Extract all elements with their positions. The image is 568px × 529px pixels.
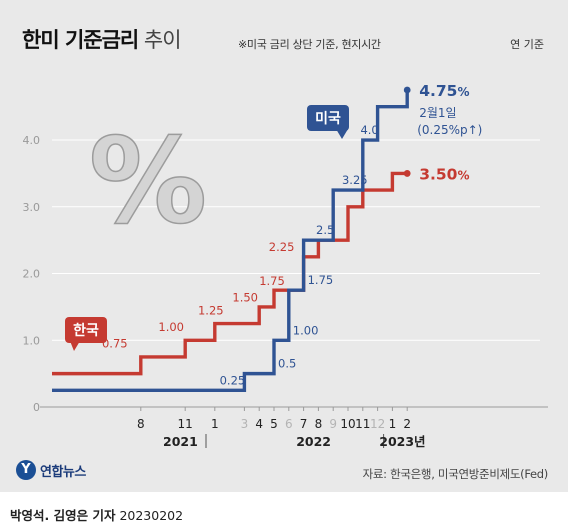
data-label: 0.5	[278, 357, 296, 371]
x-tick-label: 3	[241, 417, 249, 431]
year-label: 2021	[163, 434, 198, 449]
series-end-marker	[403, 170, 411, 177]
us-end-note-change: (0.25%p↑)	[417, 123, 482, 137]
series-badge-tail	[336, 129, 348, 139]
x-tick-label: 1	[389, 417, 397, 431]
data-label: 1.25	[198, 303, 224, 317]
x-tick-label: 8	[315, 417, 323, 431]
series	[52, 86, 411, 393]
series-badge-box	[65, 317, 107, 343]
year-label: 2022	[296, 434, 331, 449]
korea-end-value: 3.50%	[419, 165, 469, 183]
x-tick-label: 6	[285, 417, 293, 431]
series-badge-label: 미국	[315, 111, 341, 127]
source-text: 자료: 한국은행, 미국연방준비제도(Fed)	[362, 467, 549, 481]
y-tick-label: 4.0	[23, 134, 41, 147]
x-tick-label: 12	[370, 417, 385, 431]
unit-label: 연 기준	[510, 38, 544, 51]
year-label: 2023년	[379, 434, 425, 449]
y-tick-label: 1.0	[23, 334, 41, 347]
series-end-marker	[403, 86, 411, 94]
data-label: 2.5	[316, 223, 334, 237]
byline-author: 박영석. 김영은 기자	[10, 508, 116, 523]
yonhap-logo: Y 연합뉴스	[16, 460, 86, 480]
data-label: 2.25	[269, 240, 295, 254]
logo-text: 연합뉴스	[40, 464, 86, 480]
y-tick-label: 3.0	[23, 201, 41, 214]
x-tick-label: 8	[137, 417, 145, 431]
infographic-card	[0, 0, 568, 492]
data-label: 1.50	[232, 291, 258, 305]
series-badge-tail	[70, 341, 80, 351]
x-tick-label: 7	[300, 417, 308, 431]
data-labels: 0.25 0.5 1.00 1.75 2.5 3.25 4.0 0.75 1.00 1.25 1.5…	[102, 123, 379, 387]
end-labels: 4.75% 2월1일 (0.25%p↑) 3.50%	[417, 82, 482, 183]
x-tick-label: 11	[178, 417, 193, 431]
x-tick-label: 9	[329, 417, 337, 431]
chart-title: 한미 기준금리 추이	[22, 24, 182, 54]
chart-note: ※미국 금리 상단 기준, 현지시간	[238, 38, 381, 51]
series-badge-box	[307, 105, 349, 131]
x-tick-label: 10	[340, 417, 355, 431]
us-end-value: 4.75%	[419, 82, 469, 100]
series-badge-label: 한국	[73, 323, 99, 339]
series-line-us	[52, 90, 409, 393]
x-tick-label: 5	[270, 417, 278, 431]
byline-date: 20230202	[119, 508, 184, 523]
data-label: 4.0	[360, 123, 378, 137]
x-tick-label: 11	[355, 417, 370, 431]
logo-icon: Y	[16, 460, 36, 480]
byline: 박영석. 김영은 기자 20230202	[10, 505, 183, 524]
y-tick-label: 2.0	[23, 268, 41, 281]
data-label: 1.00	[293, 323, 319, 337]
data-label: 1.00	[158, 320, 184, 334]
data-label: 0.25	[220, 373, 246, 387]
data-label: 1.75	[308, 273, 334, 287]
data-label: 1.75	[259, 274, 285, 288]
us-end-note-date: 2월1일	[419, 106, 456, 120]
x-tick-label: 2	[403, 417, 411, 431]
data-label: 3.25	[342, 173, 368, 187]
x-tick-label: 4	[255, 417, 263, 431]
y-tick-label: 0	[33, 401, 40, 414]
title-main: 한미 기준금리	[22, 28, 139, 52]
data-label: 0.75	[102, 337, 128, 351]
percent-symbol-decoration: %	[89, 112, 207, 250]
title-sub: 추이	[143, 28, 182, 52]
x-tick-label: 1	[211, 417, 219, 431]
